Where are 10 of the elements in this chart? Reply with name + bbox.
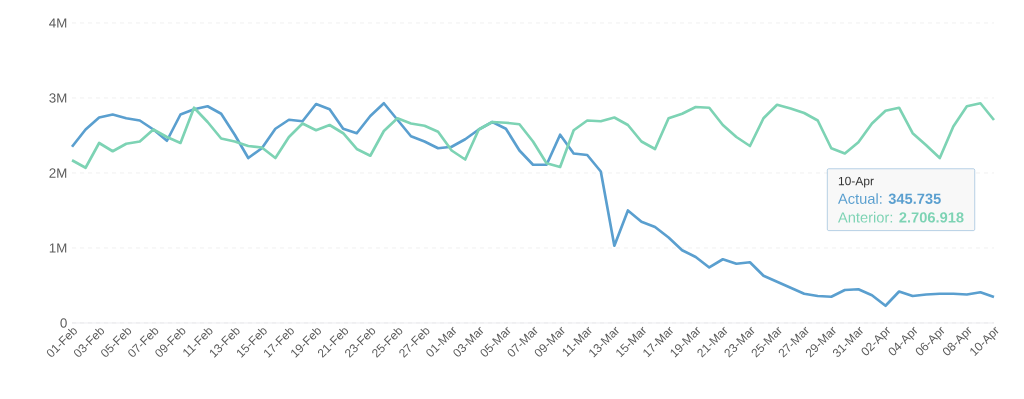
y-tick-label: 2M <box>49 168 67 178</box>
annotation: Actual: 345.735 <box>837 193 941 204</box>
line-series <box>70 101 996 308</box>
y-tick-label: 1M <box>49 243 67 253</box>
y-tick-label: 4M <box>49 18 67 28</box>
annotation: 10-Apr <box>838 176 874 188</box>
y-tick-label: 3M <box>49 93 67 103</box>
annotation: Anterior: 2.706.918 <box>837 211 964 223</box>
line-series <box>70 101 996 170</box>
y-tick-label: 0 <box>60 318 67 328</box>
